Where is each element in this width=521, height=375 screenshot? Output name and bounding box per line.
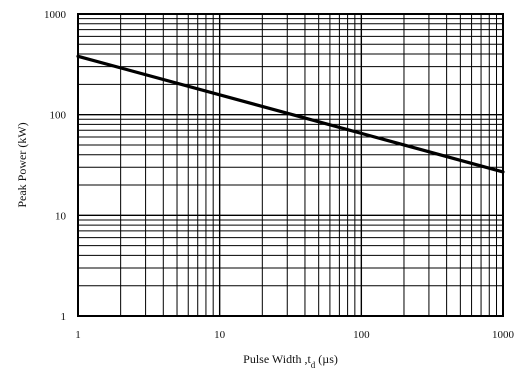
series-line xyxy=(76,54,505,174)
x-axis-label-main: Pulse Width ,t xyxy=(243,352,311,366)
x-axis-label-unit: (µs) xyxy=(315,352,338,366)
y-tick-label: 1 xyxy=(61,311,67,323)
y-axis-label: Peak Power (kW) xyxy=(15,122,29,207)
x-axis-label: Pulse Width ,td (µs) xyxy=(243,352,338,370)
x-tick-label: 10 xyxy=(214,329,226,341)
x-tick-label: 1 xyxy=(75,329,81,341)
y-tick-label: 10 xyxy=(55,210,67,222)
x-tick-labels: 1 10 100 1000 xyxy=(75,329,514,341)
y-tick-label: 1000 xyxy=(44,9,67,21)
grid xyxy=(77,14,503,317)
x-axis-label-subscript: d xyxy=(311,360,316,370)
x-tick-label: 1000 xyxy=(492,329,515,341)
plot-frame xyxy=(77,13,504,317)
x-tick-label: 100 xyxy=(353,329,370,341)
series-group xyxy=(76,54,505,174)
y-tick-label: 100 xyxy=(50,110,67,122)
y-tick-labels: 1 10 100 1000 xyxy=(44,9,67,323)
